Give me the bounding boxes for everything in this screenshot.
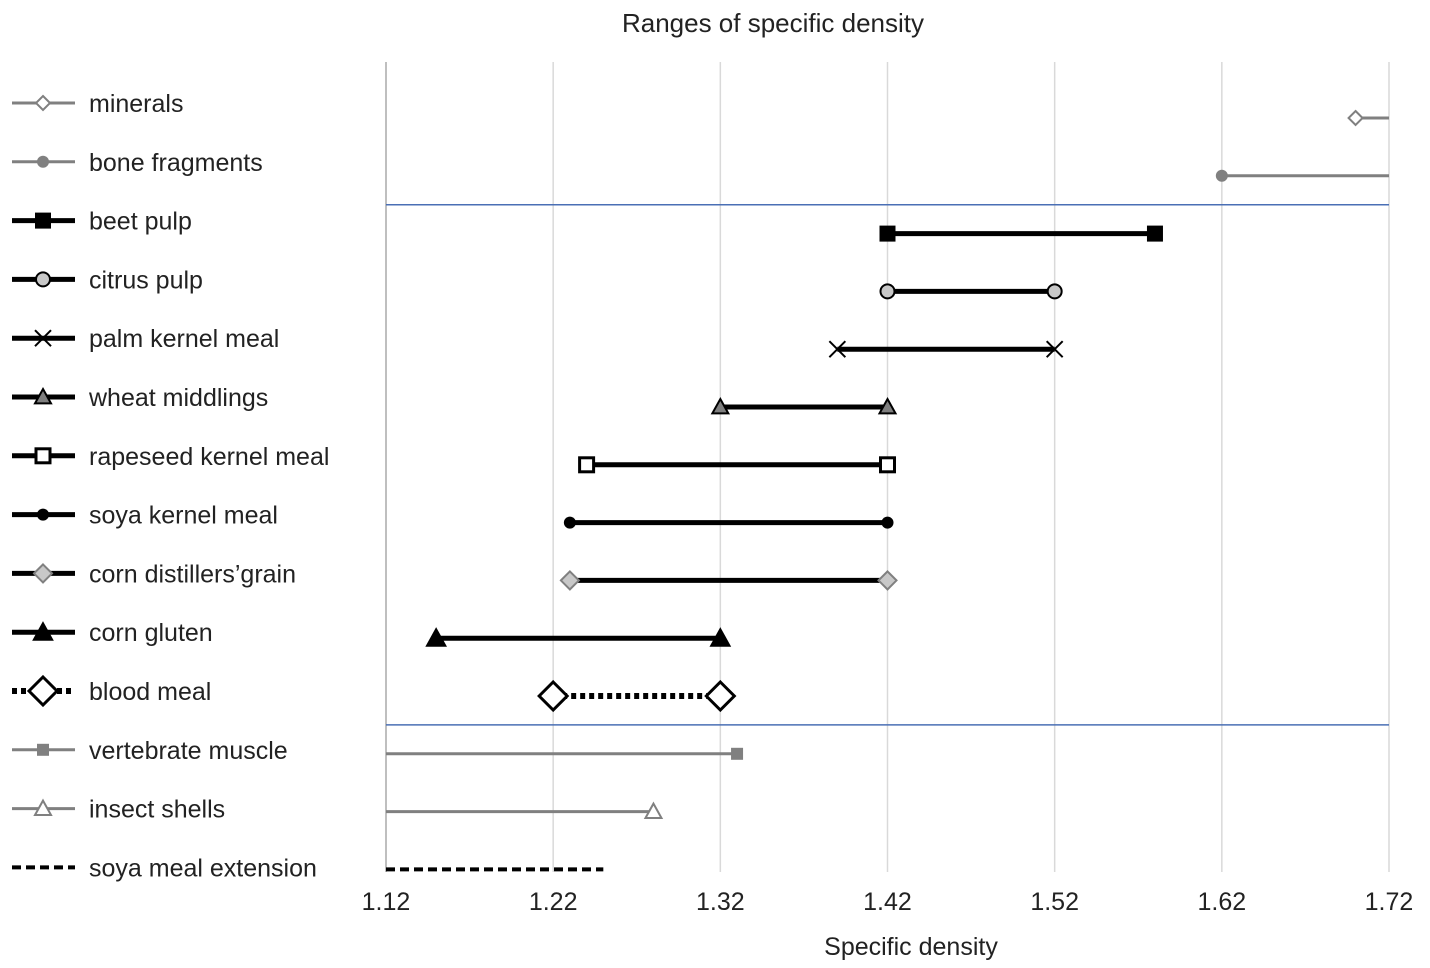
range-marker-start xyxy=(578,456,596,474)
legend: minerals bone fragments beet pulp citrus pu… xyxy=(12,90,329,882)
range-marker-start xyxy=(537,679,570,713)
range-marker-end xyxy=(709,627,732,647)
grid xyxy=(385,62,1390,872)
legend-item: rapeseed kernel meal xyxy=(12,443,329,471)
x-tick-label: 1.42 xyxy=(863,888,912,916)
legend-label: bone fragments xyxy=(89,149,263,177)
range-marker-start xyxy=(563,516,576,529)
legend-swatch-marker xyxy=(34,329,52,347)
legend-item: corn gluten xyxy=(12,619,213,647)
x-axis-label: Specific density xyxy=(824,933,998,961)
legend-label: wheat middlings xyxy=(88,384,268,412)
x-tick-label: 1.52 xyxy=(1030,888,1079,916)
legend-item: corn distillers’grain xyxy=(12,560,296,588)
range-marker-end xyxy=(881,516,894,529)
range-marker-end xyxy=(879,456,896,474)
chart-title: Ranges of specific density xyxy=(622,8,924,38)
range-marker-start xyxy=(879,283,896,300)
legend-label: insect shells xyxy=(89,796,225,824)
range-marker-start xyxy=(1347,109,1364,127)
legend-label: citrus pulp xyxy=(89,266,203,294)
legend-swatch-marker xyxy=(34,94,52,112)
legend-item: soya meal extension xyxy=(12,854,317,882)
range-marker-start xyxy=(710,396,731,415)
legend-swatch-marker xyxy=(26,674,60,708)
legend-label: corn gluten xyxy=(89,619,213,647)
legend-swatch-marker xyxy=(33,798,53,816)
legend-item: insect shells xyxy=(12,796,225,824)
legend-item: bone fragments xyxy=(12,149,263,177)
legend-label: vertebrate muscle xyxy=(89,737,288,765)
legend-item: soya kernel meal xyxy=(12,502,278,530)
legend-item: blood meal xyxy=(12,674,211,708)
legend-label: beet pulp xyxy=(89,208,192,236)
legend-item: vertebrate muscle xyxy=(12,737,288,765)
legend-swatch-marker xyxy=(35,271,51,288)
legend-label: soya meal extension xyxy=(89,854,317,882)
legend-label: blood meal xyxy=(89,678,211,706)
legend-swatch-marker xyxy=(32,621,54,641)
legend-swatch-marker xyxy=(33,386,53,405)
range-marker-start xyxy=(559,569,581,591)
range-marker-end xyxy=(877,569,898,591)
legend-label: palm kernel meal xyxy=(89,325,279,353)
legend-swatch-marker xyxy=(37,743,49,756)
legend-swatch-marker xyxy=(32,562,54,584)
x-tick-label: 1.12 xyxy=(362,888,411,916)
legend-swatch-marker xyxy=(34,447,52,465)
legend-swatch-marker xyxy=(35,212,51,229)
legend-item: palm kernel meal xyxy=(12,325,279,353)
legend-item: beet pulp xyxy=(12,208,192,236)
range-marker-end xyxy=(877,396,898,415)
legend-swatch-marker xyxy=(37,155,49,168)
range-marker-end xyxy=(1046,283,1063,300)
x-tick-label: 1.32 xyxy=(696,888,745,916)
range-marker-end xyxy=(1045,340,1064,358)
legend-label: soya kernel meal xyxy=(89,502,278,530)
range-marker-start xyxy=(425,627,447,647)
x-tick-label: 1.72 xyxy=(1365,888,1414,916)
x-tick-label: 1.22 xyxy=(529,888,578,916)
legend-item: citrus pulp xyxy=(12,266,203,294)
legend-item: wheat middlings xyxy=(12,384,268,412)
legend-label: minerals xyxy=(89,90,183,118)
range-marker-end xyxy=(643,801,664,819)
x-tick-label: 1.62 xyxy=(1197,888,1246,916)
range-marker-start xyxy=(879,225,896,242)
series-group xyxy=(386,109,1389,872)
range-marker-end xyxy=(704,679,737,713)
separator-lines xyxy=(386,203,1389,726)
range-marker-end xyxy=(1146,225,1163,242)
legend-item: minerals xyxy=(12,90,183,118)
range-marker-start xyxy=(828,340,847,358)
range-marker-end xyxy=(731,747,744,760)
legend-label: rapeseed kernel meal xyxy=(89,443,329,471)
legend-swatch-marker xyxy=(37,508,49,521)
legend-label: corn distillers’grain xyxy=(89,560,296,588)
x-ticks: 1.12 1.22 1.32 1.42 1.52 1.62 1.72 xyxy=(362,888,1414,916)
range-marker-start xyxy=(1215,169,1228,182)
